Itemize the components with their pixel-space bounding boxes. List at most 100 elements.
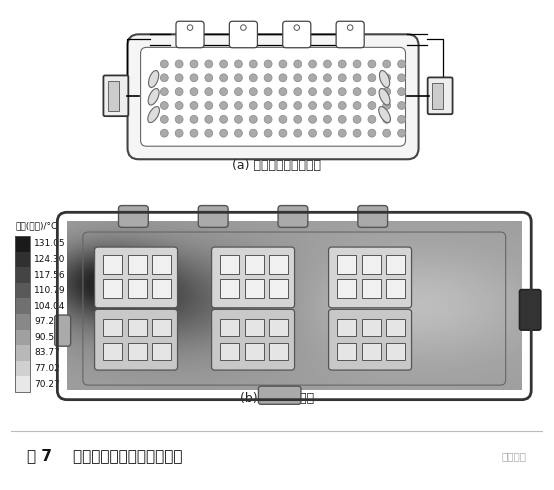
Circle shape [383, 101, 391, 109]
Bar [337, 255, 356, 274]
Circle shape [160, 129, 168, 137]
Bar [16, 236, 30, 252]
Text: 图 7    控制器冷却水道及温升仗真: 图 7 控制器冷却水道及温升仗真 [27, 448, 182, 464]
Bar [220, 343, 239, 360]
Bar [16, 330, 30, 345]
Circle shape [190, 74, 198, 82]
Bar [269, 343, 288, 360]
FancyBboxPatch shape [336, 21, 364, 48]
Circle shape [175, 129, 183, 137]
Bar [152, 318, 171, 336]
FancyBboxPatch shape [141, 48, 406, 146]
Circle shape [279, 115, 287, 123]
Circle shape [294, 129, 302, 137]
Bar [269, 318, 288, 336]
Ellipse shape [148, 107, 160, 122]
Bar [16, 283, 30, 298]
Circle shape [309, 129, 316, 137]
Circle shape [205, 129, 213, 137]
Circle shape [353, 115, 361, 123]
FancyBboxPatch shape [176, 21, 204, 48]
Bar [269, 255, 288, 274]
Circle shape [234, 101, 243, 109]
Circle shape [338, 74, 346, 82]
Circle shape [324, 74, 331, 82]
Circle shape [249, 74, 257, 82]
Circle shape [353, 101, 361, 109]
Bar [337, 343, 356, 360]
Circle shape [383, 60, 391, 68]
Bar [386, 343, 405, 360]
Text: 124.30: 124.30 [34, 255, 65, 264]
Circle shape [383, 129, 391, 137]
Bar [103, 279, 122, 298]
Circle shape [220, 115, 228, 123]
Circle shape [383, 88, 391, 96]
Bar [386, 279, 405, 298]
FancyBboxPatch shape [212, 309, 295, 370]
Bar [337, 318, 356, 336]
FancyBboxPatch shape [127, 34, 419, 159]
Bar [16, 298, 30, 314]
Text: 104.04: 104.04 [34, 302, 65, 311]
Circle shape [309, 74, 316, 82]
FancyBboxPatch shape [95, 247, 177, 308]
Text: 77.02: 77.02 [34, 364, 60, 373]
Bar [362, 279, 381, 298]
Circle shape [264, 74, 272, 82]
Circle shape [279, 74, 287, 82]
Circle shape [338, 101, 346, 109]
Bar [16, 252, 30, 268]
Circle shape [249, 129, 257, 137]
Circle shape [264, 115, 272, 123]
Circle shape [309, 115, 316, 123]
Ellipse shape [379, 107, 391, 122]
Bar [362, 255, 381, 274]
Circle shape [240, 25, 246, 30]
Circle shape [324, 115, 331, 123]
Bar [386, 318, 405, 336]
Ellipse shape [148, 71, 159, 88]
Circle shape [264, 60, 272, 68]
Circle shape [338, 115, 346, 123]
Circle shape [160, 115, 168, 123]
Circle shape [294, 88, 302, 96]
Circle shape [294, 25, 300, 30]
Bar [127, 343, 147, 360]
Circle shape [347, 25, 353, 30]
Text: 电动学堂: 电动学堂 [502, 451, 527, 461]
Text: 97.28: 97.28 [34, 318, 60, 326]
FancyBboxPatch shape [258, 386, 301, 404]
Circle shape [398, 101, 406, 109]
Circle shape [160, 74, 168, 82]
Bar [16, 345, 30, 361]
Text: 131.05: 131.05 [34, 240, 65, 248]
FancyBboxPatch shape [104, 75, 129, 116]
Circle shape [160, 88, 168, 96]
Circle shape [160, 101, 168, 109]
Bar [244, 255, 264, 274]
Text: 70.27: 70.27 [34, 380, 60, 389]
Circle shape [353, 129, 361, 137]
Circle shape [249, 60, 257, 68]
Circle shape [234, 74, 243, 82]
Circle shape [190, 101, 198, 109]
Circle shape [294, 60, 302, 68]
Circle shape [368, 74, 376, 82]
FancyBboxPatch shape [55, 315, 71, 346]
Circle shape [190, 129, 198, 137]
Circle shape [220, 74, 228, 82]
Circle shape [234, 129, 243, 137]
FancyBboxPatch shape [229, 21, 258, 48]
Bar [152, 255, 171, 274]
Bar [16, 376, 30, 392]
FancyBboxPatch shape [198, 206, 228, 227]
Circle shape [324, 101, 331, 109]
Circle shape [205, 115, 213, 123]
Text: 110.79: 110.79 [34, 286, 65, 295]
Bar [386, 255, 405, 274]
Circle shape [309, 101, 316, 109]
FancyBboxPatch shape [95, 309, 177, 370]
Circle shape [279, 60, 287, 68]
Circle shape [309, 60, 316, 68]
